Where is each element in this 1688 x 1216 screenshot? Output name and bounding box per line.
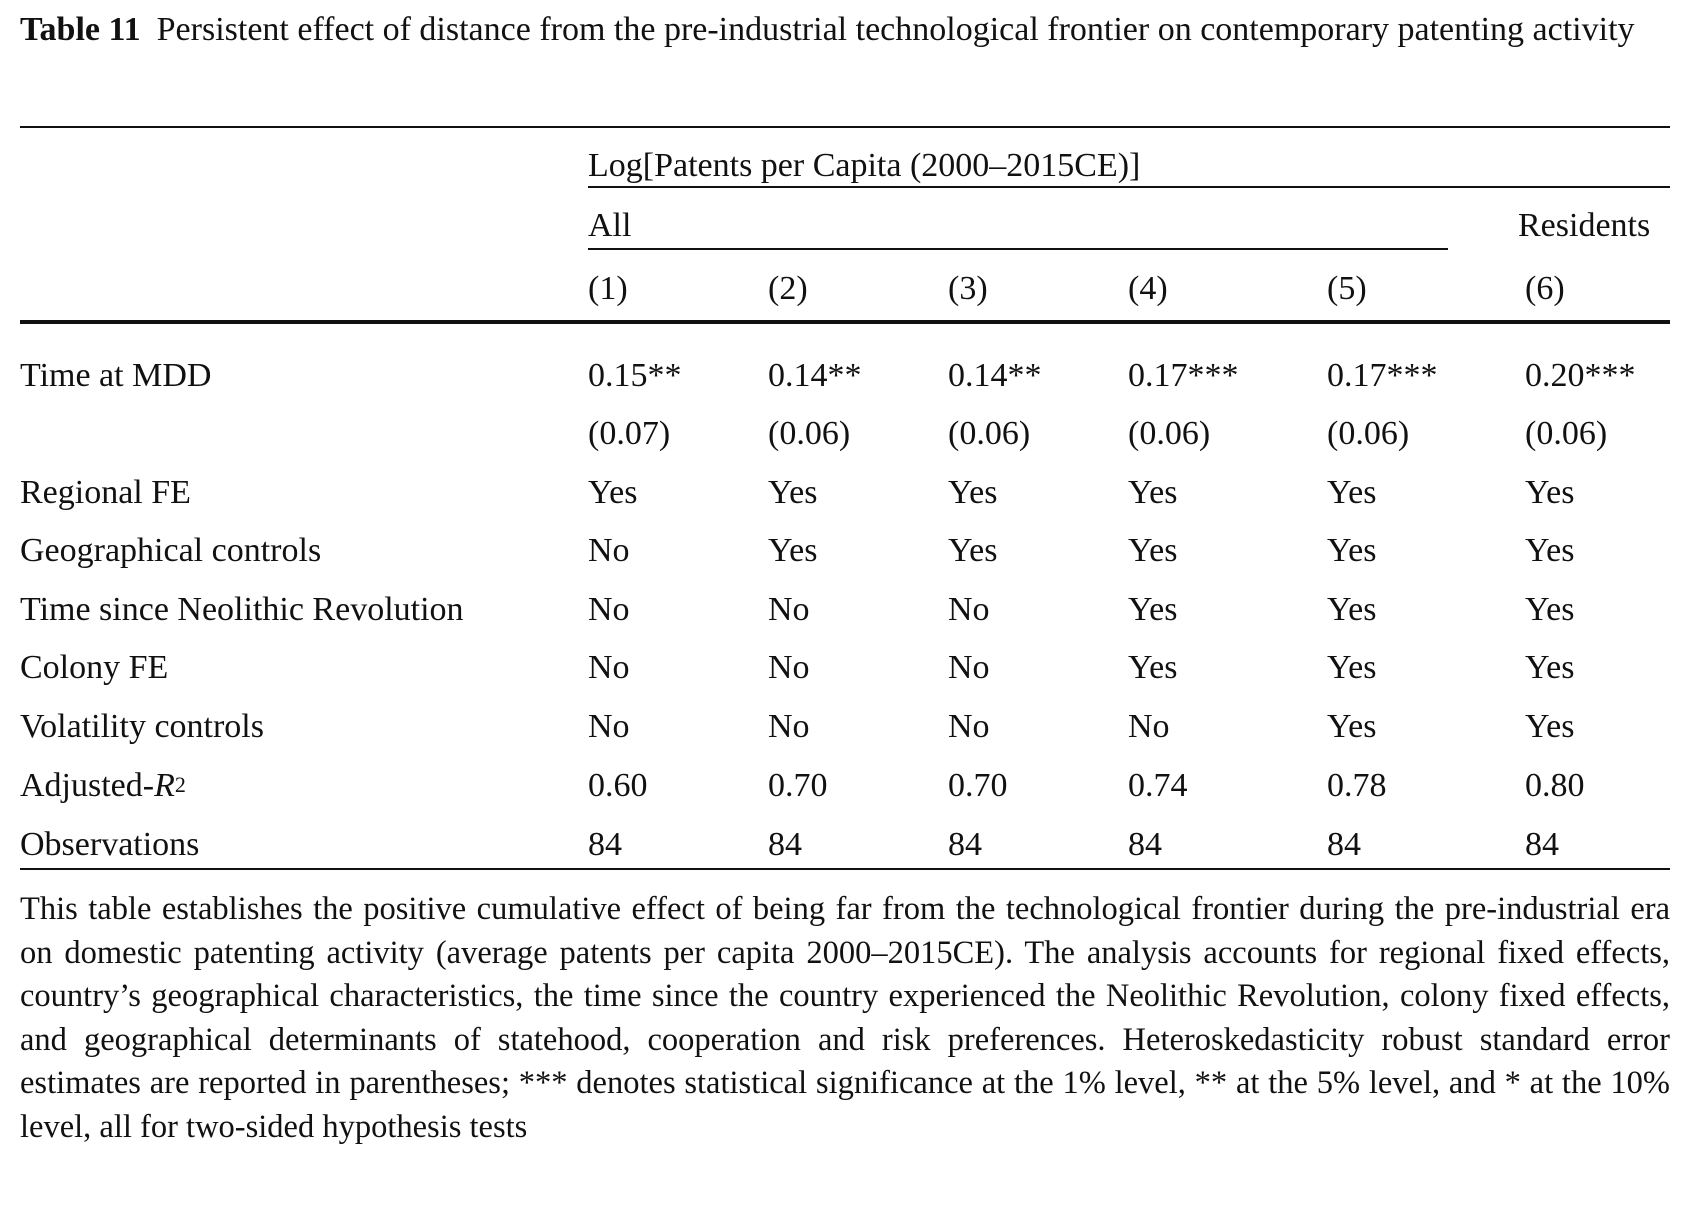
- table-cell: Yes: [1525, 591, 1575, 628]
- column-header: (4): [1128, 270, 1168, 307]
- table-cell: No: [948, 591, 990, 628]
- table-cell: Yes: [948, 474, 998, 511]
- table-cell: Yes: [588, 474, 638, 511]
- row-label: Observations: [20, 826, 200, 863]
- table-cell: Yes: [1128, 532, 1178, 569]
- dep-var-header: Log[Patents per Capita (2000–2015CE)]: [588, 147, 1141, 184]
- table-cell: 0.70: [768, 767, 828, 804]
- table-cell: Yes: [1128, 649, 1178, 686]
- column-header: (6): [1525, 270, 1565, 307]
- table-cell: 0.15**: [588, 357, 682, 394]
- row-label: Regional FE: [20, 474, 191, 511]
- row-label: Volatility controls: [20, 708, 264, 745]
- table-cell: (0.06): [768, 415, 851, 452]
- table-cell: 0.74: [1128, 767, 1188, 804]
- table-cell: 84: [1327, 826, 1361, 863]
- table-cell: No: [948, 708, 990, 745]
- table-cell: 0.14**: [948, 357, 1042, 394]
- table-cell: Yes: [1128, 591, 1178, 628]
- table-cell: (0.06): [1327, 415, 1410, 452]
- table-figure: Table 11 Persistent effect of distance fr…: [20, 8, 1670, 1145]
- table-cell: 84: [768, 826, 802, 863]
- table-cell: 84: [588, 826, 622, 863]
- table-cell: No: [948, 649, 990, 686]
- column-header: (2): [768, 270, 808, 307]
- table-cell: 84: [1525, 826, 1559, 863]
- dep-var-rule: [588, 186, 1670, 188]
- table-cell: No: [588, 532, 630, 569]
- table-label: Table 11: [20, 11, 141, 48]
- table-cell: 0.17***: [1327, 357, 1438, 394]
- row-label: Colony FE: [20, 649, 169, 686]
- table-cell: Yes: [1525, 649, 1575, 686]
- table-cell: Yes: [1525, 532, 1575, 569]
- table-cell: Yes: [768, 474, 818, 511]
- column-header: (5): [1327, 270, 1367, 307]
- column-header: (3): [948, 270, 988, 307]
- table-cell: No: [1128, 708, 1170, 745]
- table-cell: No: [588, 591, 630, 628]
- table-cell: No: [588, 649, 630, 686]
- table-cell: Yes: [1327, 591, 1377, 628]
- table-cell: 0.60: [588, 767, 648, 804]
- bottom-rule: [20, 868, 1670, 870]
- table-cell: Yes: [1525, 474, 1575, 511]
- table-cell: No: [768, 591, 810, 628]
- group-all-header: All: [588, 207, 632, 244]
- table-cell: Yes: [1525, 708, 1575, 745]
- table-cell: 84: [948, 826, 982, 863]
- group-residents-header: Residents: [1518, 207, 1651, 244]
- table-cell: 84: [1128, 826, 1162, 863]
- row-label: Time since Neolithic Revolution: [20, 591, 464, 628]
- table-cell: (0.07): [588, 415, 671, 452]
- table-caption: Table 11 Persistent effect of distance fr…: [20, 8, 1670, 52]
- table-title: Persistent effect of distance from the p…: [156, 11, 1635, 48]
- table-cell: No: [768, 708, 810, 745]
- table-cell: (0.06): [948, 415, 1031, 452]
- table-note: This table establishes the positive cumu…: [20, 891, 1670, 1145]
- table-cell: Yes: [1327, 708, 1377, 745]
- group-all-rule: [588, 248, 1448, 250]
- table-cell: Yes: [1128, 474, 1178, 511]
- top-rule: [20, 126, 1670, 128]
- row-label: Time at MDD: [20, 357, 212, 394]
- table-cell: Yes: [1327, 474, 1377, 511]
- column-header: (1): [588, 270, 628, 307]
- table-cell: 0.14**: [768, 357, 862, 394]
- table-cell: No: [768, 649, 810, 686]
- row-label: Geographical controls: [20, 532, 322, 569]
- table-cell: Yes: [1327, 532, 1377, 569]
- table-cell: 0.17***: [1128, 357, 1239, 394]
- table-cell: Yes: [948, 532, 998, 569]
- header-rule: [20, 320, 1670, 324]
- row-label: Adjusted-R2: [20, 767, 186, 804]
- table-cell: 0.70: [948, 767, 1008, 804]
- table-cell: 0.78: [1327, 767, 1387, 804]
- table-cell: (0.06): [1128, 415, 1211, 452]
- table-cell: Yes: [768, 532, 818, 569]
- table-cell: Yes: [1327, 649, 1377, 686]
- table-cell: 0.20***: [1525, 357, 1636, 394]
- table-cell: (0.06): [1525, 415, 1608, 452]
- table-cell: 0.80: [1525, 767, 1585, 804]
- table-cell: No: [588, 708, 630, 745]
